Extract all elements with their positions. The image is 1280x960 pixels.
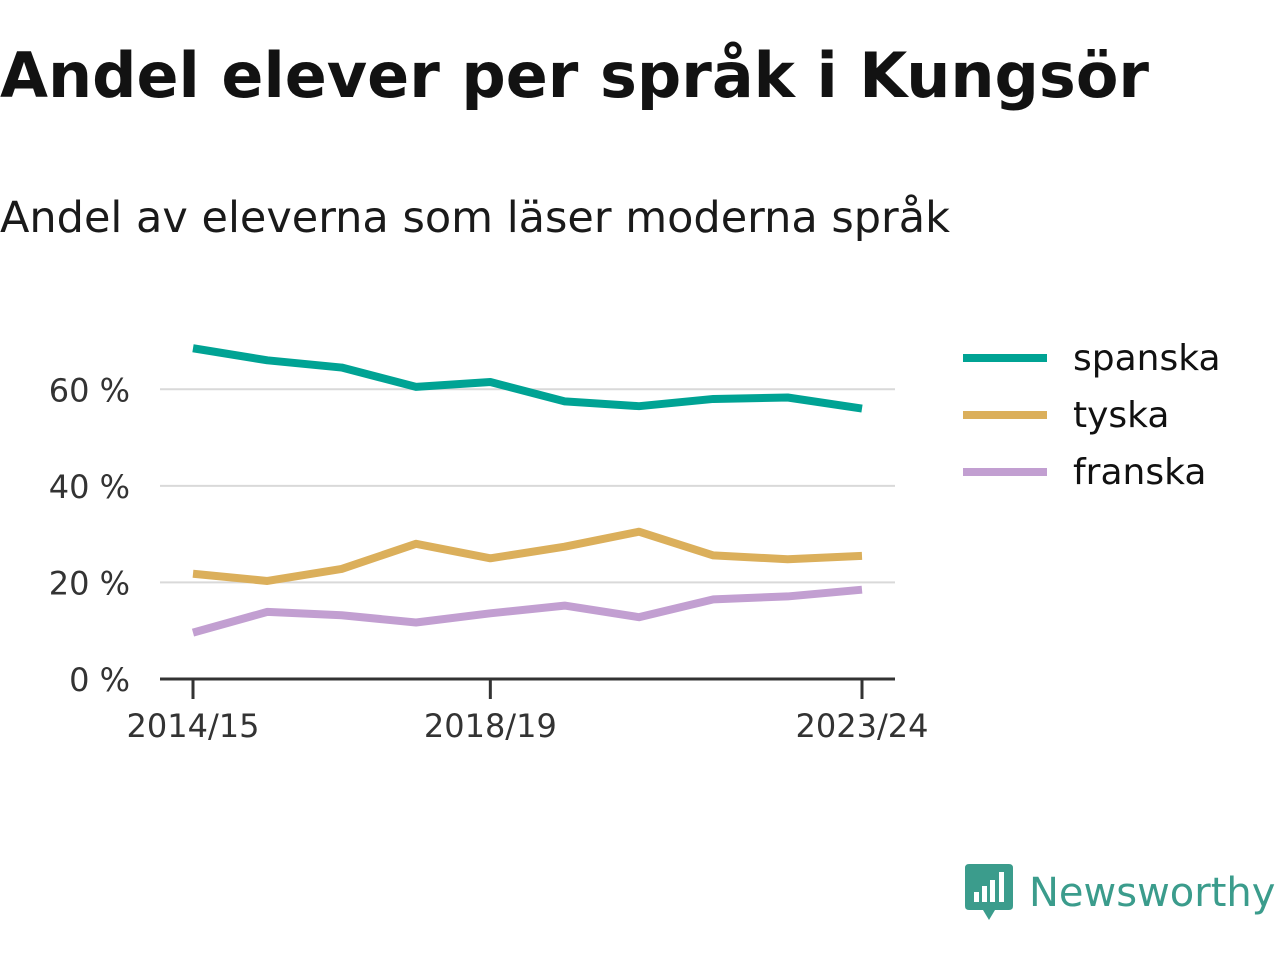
- y-tick-label: 20 %: [49, 564, 130, 602]
- legend-label-franska: franska: [1073, 452, 1206, 493]
- series-lines: [191, 344, 863, 637]
- y-tick-label: 60 %: [49, 371, 130, 409]
- legend-label-spanska: spanska: [1073, 338, 1221, 379]
- newsworthy-logo: Newsworthy: [963, 862, 1275, 924]
- y-tick-label: 40 %: [49, 468, 130, 506]
- legend-label-tyska: tyska: [1073, 395, 1169, 436]
- chart-title: Andel elever per språk i Kungsör: [0, 39, 1149, 112]
- legend: spanska tyska franska: [963, 338, 1221, 493]
- series-line-tyska: [192, 527, 863, 585]
- y-tick-label: 0 %: [69, 661, 130, 699]
- x-axis-ticks: 2014/15 2018/19 2023/24: [127, 679, 929, 745]
- brand-name: Newsworthy: [1029, 870, 1276, 916]
- line-chart: 0 % 20 % 40 % 60 % 2014/15 2018/19 2023/24 sp…: [49, 338, 1221, 745]
- chart-subtitle: Andel av eleverna som läser moderna språ…: [0, 193, 950, 243]
- x-tick-label: 2014/15: [127, 707, 260, 745]
- x-tick-label: 2018/19: [424, 707, 557, 745]
- series-line-franska: [191, 585, 863, 637]
- newsworthy-logo-icon: [965, 864, 1013, 920]
- series-line-spanska: [192, 344, 863, 413]
- x-tick-label: 2023/24: [796, 707, 929, 745]
- y-axis-labels: 0 % 20 % 40 % 60 %: [49, 371, 130, 699]
